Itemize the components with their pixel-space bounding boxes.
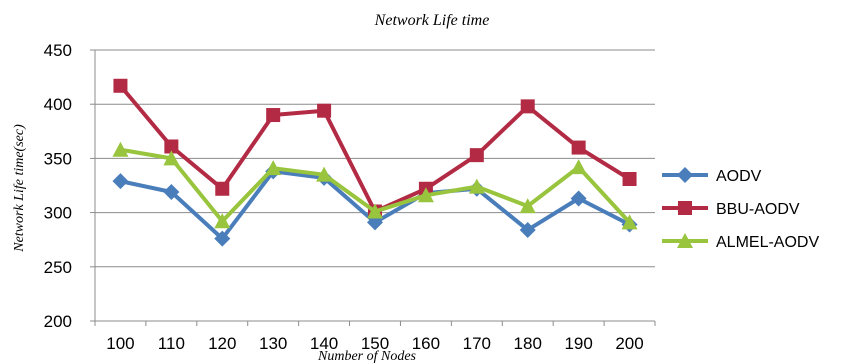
data-point-bbu-aodv — [113, 78, 128, 93]
data-point-almel-aodv — [265, 160, 282, 176]
data-point-almel-aodv — [417, 187, 434, 203]
y-axis-title: Network Life time(sec) — [12, 124, 27, 253]
data-point-almel-aodv — [367, 203, 383, 219]
x-tick-label: 160 — [412, 334, 440, 353]
y-tick-label: 200 — [44, 312, 72, 331]
x-tick-label: 150 — [361, 334, 389, 353]
data-point-bbu-aodv — [520, 99, 535, 114]
x-tick-label: 190 — [564, 334, 592, 353]
x-tick-label: 130 — [259, 334, 287, 353]
legend-marker-almel-aodv — [677, 233, 693, 248]
data-point-bbu-aodv — [571, 140, 586, 155]
data-point-bbu-aodv — [215, 181, 230, 196]
data-point-almel-aodv — [621, 214, 638, 230]
data-point-aodv — [163, 184, 180, 201]
legend-marker-bbu-aodv — [678, 201, 692, 215]
data-point-almel-aodv — [316, 166, 333, 182]
legend-label-aodv: AODV — [716, 168, 762, 185]
data-point-aodv — [112, 173, 129, 190]
x-tick-label: 170 — [463, 334, 491, 353]
data-point-bbu-aodv — [622, 171, 637, 186]
y-tick-label: 450 — [44, 41, 72, 60]
data-point-aodv — [570, 190, 587, 207]
data-point-almel-aodv — [468, 178, 485, 194]
data-point-almel-aodv — [570, 159, 587, 175]
data-point-almel-aodv — [112, 141, 129, 157]
data-point-bbu-aodv — [164, 139, 179, 154]
data-point-aodv — [214, 230, 231, 247]
x-axis-title: Number of Nodes — [317, 349, 417, 364]
y-tick-label: 250 — [44, 258, 72, 277]
legend-marker-aodv — [677, 167, 693, 183]
y-tick-label: 350 — [44, 149, 72, 168]
x-tick-label: 180 — [514, 334, 542, 353]
data-point-aodv — [519, 221, 536, 238]
data-point-almel-aodv — [163, 150, 180, 166]
chart-title: Network Life time — [374, 12, 490, 29]
x-tick-label: 140 — [310, 334, 338, 353]
data-point-almel-aodv — [519, 198, 536, 214]
data-point-bbu-aodv — [317, 103, 332, 118]
data-point-bbu-aodv — [266, 108, 281, 123]
legend-label-almel-aodv: ALMEL-AODV — [716, 234, 819, 251]
y-tick-label: 300 — [44, 204, 72, 223]
x-tick-label: 100 — [106, 334, 134, 353]
plot-area: 200 250 300 350 400 450 100 110 120 130 140 150 160 1… — [44, 41, 656, 353]
x-tick-label: 200 — [615, 334, 643, 353]
x-tick-label: 120 — [208, 334, 236, 353]
legend: AODV BBU-AODV ALMEL-AODV — [662, 167, 819, 251]
y-tick-label: 400 — [44, 95, 72, 114]
x-tick-label: 110 — [158, 334, 185, 353]
data-point-bbu-aodv — [469, 148, 484, 163]
legend-label-bbu-aodv: BBU-AODV — [716, 201, 800, 218]
data-point-almel-aodv — [214, 213, 231, 229]
